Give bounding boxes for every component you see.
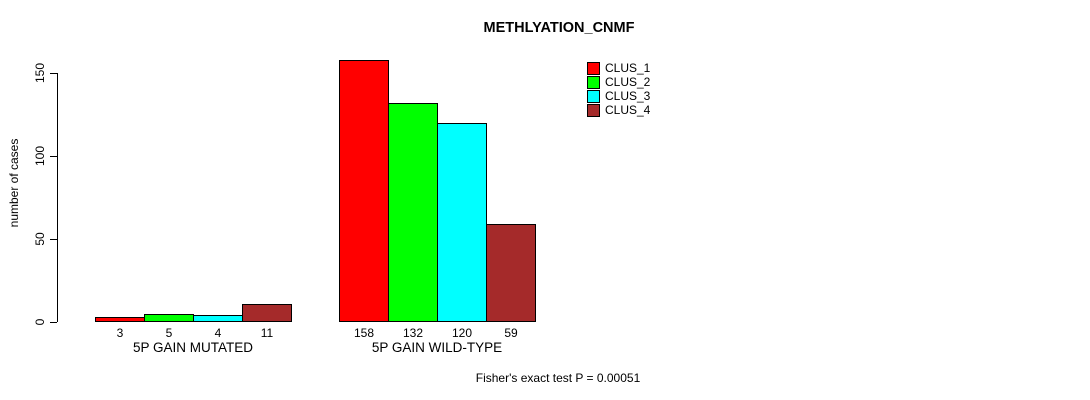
- y-tick-label: 0: [33, 318, 47, 326]
- bar-CLUS_1: [95, 317, 145, 322]
- bar-value-label: 120: [451, 326, 473, 340]
- fisher-test-annotation: Fisher's exact test P = 0.00051: [475, 371, 641, 385]
- bar-CLUS_4: [486, 224, 536, 322]
- legend-label: CLUS_4: [605, 103, 651, 117]
- legend-item: CLUS_3: [587, 90, 650, 103]
- bar-value-label: 5: [165, 326, 173, 340]
- y-tick-label: 100: [33, 145, 47, 167]
- chart-title: METHLYATION_CNMF: [483, 20, 635, 36]
- legend-color-swatch: [587, 104, 600, 117]
- y-axis-line: [57, 73, 58, 322]
- y-tick-label: 50: [33, 232, 47, 246]
- x-category-label: 5P GAIN WILD-TYPE: [371, 340, 503, 355]
- legend-label: CLUS_2: [605, 75, 651, 89]
- legend-item: CLUS_4: [587, 104, 650, 117]
- legend-color-swatch: [587, 76, 600, 89]
- y-tick: [50, 239, 57, 240]
- legend-label: CLUS_3: [605, 89, 651, 103]
- bar-CLUS_2: [144, 314, 194, 322]
- bar-value-label: 158: [353, 326, 375, 340]
- bar-value-label: 4: [214, 326, 222, 340]
- y-tick: [50, 156, 57, 157]
- bar-CLUS_3: [193, 315, 243, 322]
- y-tick: [50, 73, 57, 74]
- bar-CLUS_4: [242, 304, 292, 322]
- bar-value-label: 3: [116, 326, 124, 340]
- y-tick: [50, 322, 57, 323]
- bar-value-label: 11: [260, 326, 274, 340]
- legend-color-swatch: [587, 90, 600, 103]
- legend-color-swatch: [587, 62, 600, 75]
- y-tick-label: 150: [33, 62, 47, 84]
- y-axis-label: number of cases: [7, 138, 21, 228]
- bar-CLUS_3: [437, 123, 487, 322]
- x-category-label: 5P GAIN MUTATED: [132, 340, 254, 355]
- legend: CLUS_1 CLUS_2 CLUS_3 CLUS_4: [587, 62, 650, 118]
- legend-label: CLUS_1: [605, 61, 651, 75]
- bar-value-label: 59: [504, 326, 518, 340]
- bar-CLUS_2: [388, 103, 438, 322]
- legend-item: CLUS_2: [587, 76, 650, 89]
- legend-item: CLUS_1: [587, 62, 650, 75]
- bar-CLUS_1: [339, 60, 389, 322]
- bar-value-label: 132: [402, 326, 424, 340]
